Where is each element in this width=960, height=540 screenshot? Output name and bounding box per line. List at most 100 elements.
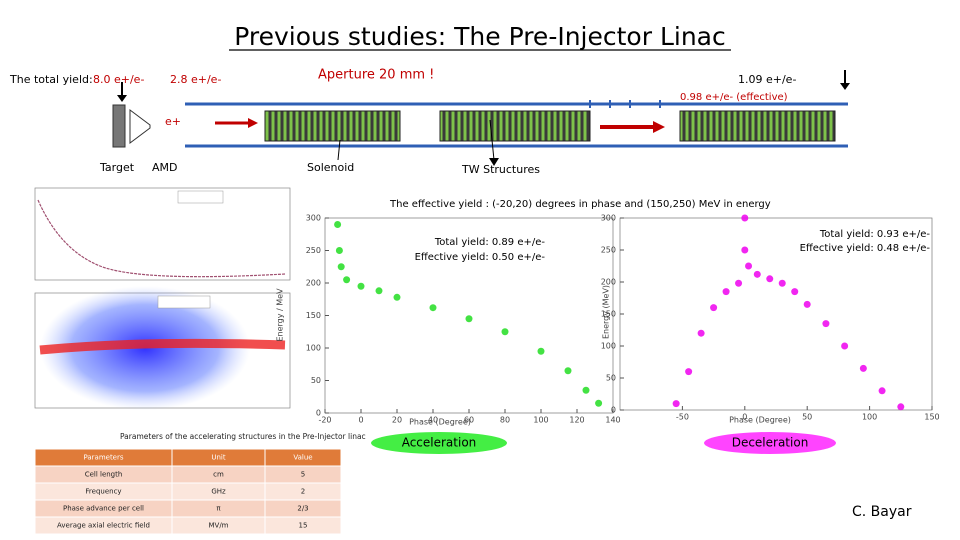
- yield-end: 1.09 e+/e-: [738, 73, 796, 86]
- badge-acceleration: Acceleration: [371, 432, 507, 454]
- x-tick-label: -20: [318, 416, 331, 425]
- table: Parameters Unit Value Cell length cm 5 Frequen…: [34, 448, 342, 535]
- scatter-point: [672, 400, 680, 408]
- scatter-point: [841, 342, 849, 350]
- x-axis-label: Phase (Degree): [729, 416, 791, 425]
- x-axis-label: Phase (Degree): [409, 418, 471, 427]
- plot-annotation: Total yield: 0.93 e+/e-: [819, 229, 931, 240]
- y-tick-label: 0: [611, 406, 616, 415]
- scatter-point: [897, 403, 905, 411]
- scatter-point: [595, 399, 603, 407]
- table-text: MV/m: [208, 522, 228, 530]
- badge-text: Deceleration: [732, 436, 809, 450]
- table-text: Phase advance per cell: [63, 505, 144, 513]
- table-text: 2: [301, 488, 305, 496]
- slide-title: Previous studies: The Pre-Injector Linac: [234, 22, 725, 51]
- scatter-point: [710, 304, 718, 312]
- scatter-point: [697, 329, 705, 337]
- y-tick-label: 250: [306, 246, 321, 255]
- y-tick-label: 300: [601, 214, 616, 223]
- scatter-point: [766, 275, 774, 283]
- scatter-point: [564, 367, 572, 375]
- x-tick-label: 80: [500, 416, 510, 425]
- scatter-point: [537, 347, 545, 355]
- tw-label: TW Structures: [461, 163, 540, 176]
- table-text: π: [216, 505, 221, 513]
- scatter-point: [685, 368, 693, 376]
- table-text: GHz: [211, 488, 226, 496]
- y-tick-label: 0: [316, 409, 321, 418]
- scatter-point: [753, 270, 761, 278]
- scatter-point: [465, 315, 473, 323]
- y-tick-label: 200: [601, 278, 616, 287]
- scatter-point: [745, 262, 753, 270]
- x-tick-label: 100: [862, 413, 877, 422]
- x-tick-label: 50: [802, 413, 812, 422]
- scatter-point: [803, 300, 811, 308]
- y-axis-label: Energy (MeV): [602, 285, 611, 339]
- y-tick-label: 50: [606, 374, 616, 383]
- scatter-point: [741, 214, 749, 222]
- scatter-point: [778, 279, 786, 287]
- scatter-point: [393, 293, 401, 301]
- scatter-point: [501, 328, 509, 336]
- table-text: 15: [299, 522, 308, 530]
- author: C. Bayar: [852, 504, 912, 520]
- yield-effective: 0.98 e+/e- (effective): [680, 92, 788, 103]
- down-arrows: [117, 70, 850, 102]
- scatter-point: [343, 276, 351, 284]
- table-text: 5: [301, 471, 305, 479]
- table-text: Parameters: [83, 454, 123, 462]
- y-tick-label: 200: [306, 279, 321, 288]
- scatter-point: [822, 320, 830, 328]
- x-tick-label: 140: [605, 416, 620, 425]
- x-tick-label: 150: [924, 413, 939, 422]
- table-cell: [264, 516, 342, 535]
- y-tick-label: 300: [306, 214, 321, 223]
- table-text: cm: [213, 471, 224, 479]
- plot-annotation: Effective yield: 0.48 e+/e-: [800, 243, 931, 254]
- x-tick-label: 60: [464, 416, 474, 425]
- scatter-point: [337, 263, 345, 271]
- particle-label: e+: [165, 115, 181, 128]
- scatter-point: [334, 221, 342, 228]
- scatter-point: [791, 288, 799, 296]
- amd-label: AMD: [152, 161, 178, 174]
- table-text: Cell length: [85, 471, 123, 479]
- table-text: Unit: [211, 454, 226, 462]
- scatter-point: [357, 282, 365, 290]
- y-tick-label: 100: [306, 344, 321, 353]
- plot-annotation: Total yield: 0.89 e+/e-: [434, 237, 546, 248]
- table-text: Average axial electric field: [57, 522, 150, 530]
- x-tick-label: 0: [358, 416, 363, 425]
- y-tick-label: 50: [311, 376, 321, 385]
- x-tick-label: 120: [569, 416, 584, 425]
- scatter-point: [878, 387, 886, 395]
- table-text: Value: [293, 454, 312, 462]
- table-caption: Parameters of the accelerating structure…: [120, 432, 366, 441]
- badge-deceleration: Deceleration: [704, 432, 836, 454]
- effective-note: The effective yield : (-20,20) degrees i…: [389, 199, 771, 210]
- table-text: 2/3: [297, 505, 308, 513]
- badge-text: Acceleration: [402, 436, 477, 450]
- x-tick-label: 0: [742, 413, 747, 422]
- scatter-point: [335, 247, 343, 254]
- beamline: [112, 100, 848, 166]
- aperture-note: Aperture 20 mm !: [318, 68, 434, 83]
- scatter-point: [429, 304, 437, 312]
- solenoid-label: Solenoid: [307, 161, 354, 174]
- yield-amd: 2.8 e+/e-: [170, 73, 221, 86]
- plot-annotation: Effective yield: 0.50 e+/e-: [415, 252, 546, 263]
- y-axis-label: Energy / MeV: [276, 288, 285, 342]
- scatter-point: [582, 386, 590, 394]
- scatter-point: [722, 288, 730, 296]
- y-tick-label: 250: [601, 246, 616, 255]
- x-tick-label: 100: [533, 416, 548, 425]
- scatter-point: [859, 364, 867, 372]
- x-tick-label: 40: [428, 416, 438, 425]
